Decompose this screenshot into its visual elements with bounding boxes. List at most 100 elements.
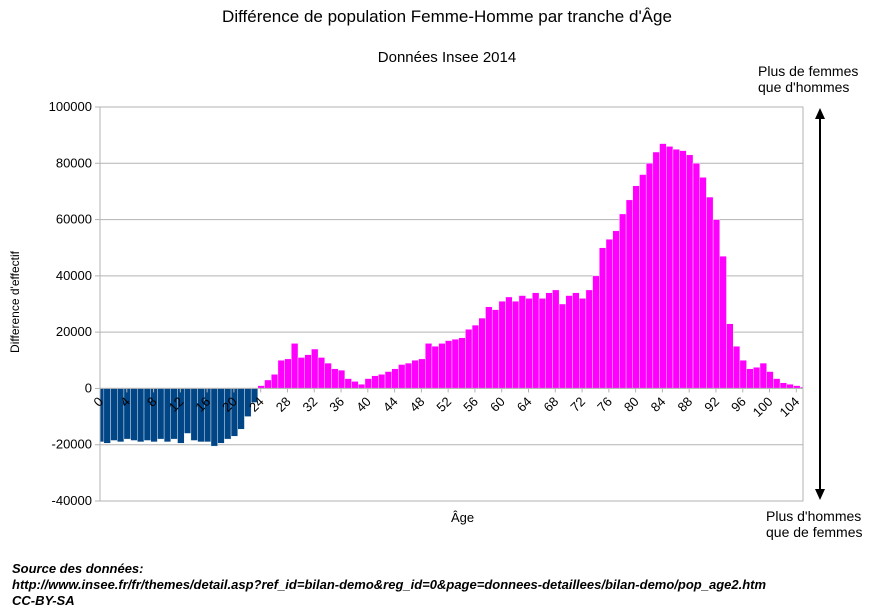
data-bar [739,360,747,389]
data-bar [518,295,526,389]
data-bar [706,196,714,389]
data-bar [512,300,520,389]
data-bar [733,346,741,389]
data-bar [324,362,332,389]
data-bar [304,354,312,389]
data-bar [391,368,399,389]
data-bar [779,382,787,389]
annotation-line: que d'hommes [758,79,850,95]
x-tick-label: 32 [300,394,321,415]
data-bar [639,174,647,389]
data-bar [425,343,433,389]
chart-subtitle: Données Insee 2014 [377,49,517,66]
data-bar [331,368,339,389]
data-bar [431,346,439,389]
data-bar [358,384,366,389]
axes [99,106,804,502]
data-bar [625,199,633,389]
data-bar [371,375,379,389]
y-tick-label: 0 [85,380,92,395]
data-bar [746,368,754,389]
x-tick-label: 88 [674,394,695,415]
data-bar [672,149,680,389]
data-bar [538,298,546,389]
x-tick-label: 48 [407,394,428,415]
x-tick-label: 40 [353,394,374,415]
data-bar [465,329,473,389]
data-bar [565,295,573,389]
data-bar [411,360,419,389]
y-tick-label: -20000 [52,437,92,452]
data-bar [137,388,145,443]
data-bar [666,146,674,389]
source-license: CC-BY-SA [12,593,75,608]
x-tick-label: 56 [460,394,481,415]
data-bar [659,143,667,389]
data-bar [123,388,131,440]
x-tick-label: 72 [567,394,588,415]
x-tick-label: 92 [701,394,722,415]
data-bar [190,388,198,441]
y-tick-label: -40000 [52,493,92,508]
y-tick-label: 100000 [49,99,92,114]
y-tick-label: 60000 [56,212,92,227]
x-tick-label: 100 [750,394,776,420]
data-bar [505,296,513,389]
data-bar [719,255,727,389]
data-bar [217,388,225,444]
data-bar [277,360,285,389]
data-bar [579,298,587,389]
data-bar [351,381,359,389]
data-bar [418,358,426,389]
data-bar [264,379,272,389]
data-bar [759,362,767,389]
x-tick-label: 76 [594,394,615,415]
data-bar [552,289,560,389]
data-bar [645,163,654,389]
data-bar [210,388,218,447]
data-bar [679,150,687,389]
data-bar [632,185,640,389]
data-bar [237,388,245,430]
data-bar [572,292,580,389]
data-bar [344,378,352,389]
data-bar [110,388,118,441]
y-tick-labels: -40000 -20000 0 20000 40000 60000 80000 100000 [49,99,92,508]
more-men-annotation: Plus d'hommes que de femmes [766,508,863,540]
chart-title: Différence de population Femme-Homme par… [222,7,672,26]
x-tick-label: 68 [541,394,562,415]
data-bar [545,292,553,389]
data-bar [619,213,627,389]
data-bar [599,247,607,389]
x-tick-label: 84 [648,394,669,415]
data-bar [498,300,506,389]
plot-frame [99,106,804,502]
annotation-line: Plus de femmes [758,63,859,79]
y-tick-label: 80000 [56,155,92,170]
data-area [99,143,804,447]
data-bar [384,371,392,389]
data-bar [525,298,533,389]
data-bar [271,374,279,389]
data-bar [364,378,372,389]
source-block: Source des données: http://www.insee.fr/… [12,561,766,609]
data-bar [438,343,446,389]
source-url: http://www.insee.fr/fr/themes/detail.asp… [12,577,767,592]
y-axis-label: Difference d'effectif [8,251,22,353]
data-bar [585,289,593,389]
data-bar [204,388,212,443]
data-bar [491,309,500,389]
data-bar [404,362,413,389]
data-bar [451,338,459,389]
data-bar [291,343,299,389]
data-bar [558,303,567,389]
y-tick-label: 40000 [56,268,92,283]
data-bar [692,163,700,389]
annotation-line: Plus d'hommes [766,508,862,524]
data-bar [311,348,319,389]
data-bar [183,388,192,434]
x-axis-label: Âge [451,510,475,525]
data-bar [686,154,694,389]
data-bar [337,369,346,389]
